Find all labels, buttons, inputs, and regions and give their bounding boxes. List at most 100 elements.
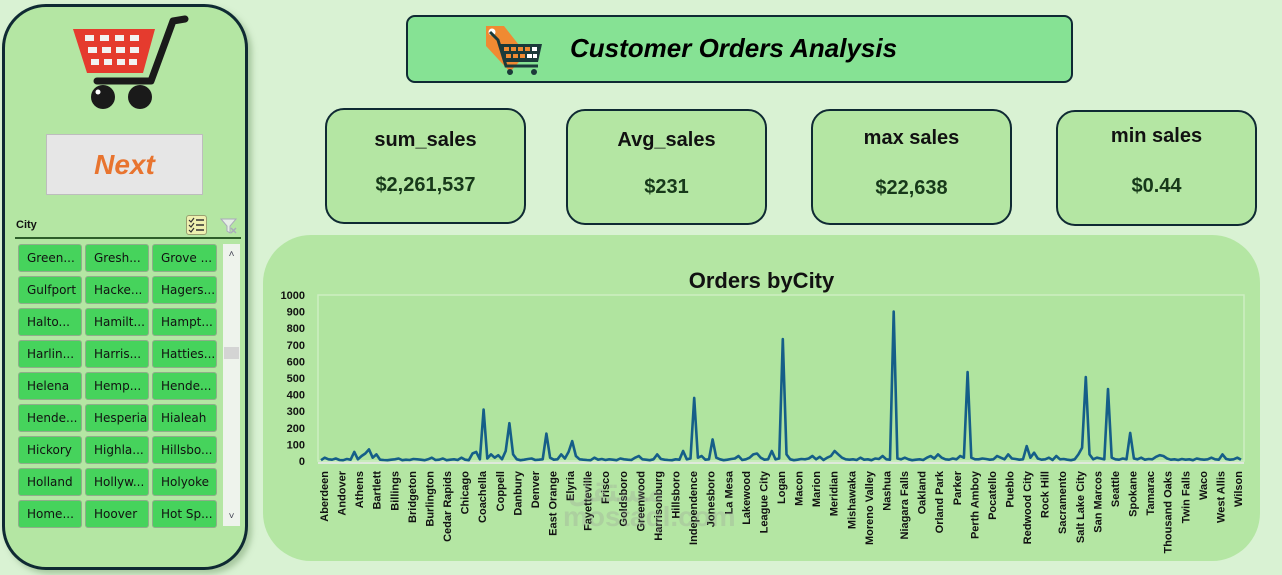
- svg-text:Frisco: Frisco: [600, 471, 612, 504]
- slicer-item[interactable]: Hagers...: [152, 276, 217, 304]
- svg-text:Pocatello: Pocatello: [987, 471, 999, 520]
- clear-filter-icon[interactable]: [219, 217, 238, 235]
- svg-text:Spokane: Spokane: [1128, 471, 1140, 517]
- slicer-item[interactable]: Hampt...: [152, 308, 217, 336]
- svg-text:800: 800: [287, 323, 305, 335]
- svg-text:Rock Hill: Rock Hill: [1040, 471, 1052, 518]
- svg-text:Coachella: Coachella: [477, 470, 489, 523]
- kpi-label: sum_sales: [374, 129, 477, 151]
- slicer-item[interactable]: Grove ...: [152, 244, 217, 272]
- slicer-item[interactable]: Hatties...: [152, 340, 217, 368]
- slicer-item[interactable]: Highla...: [85, 436, 149, 464]
- slicer-grid: Green... Gresh... Grove ... Gulfport Hac…: [18, 244, 218, 528]
- svg-text:Goldsboro: Goldsboro: [618, 471, 630, 527]
- svg-text:Aberdeen: Aberdeen: [319, 471, 331, 522]
- slicer-item[interactable]: Hickory: [18, 436, 82, 464]
- city-slicer: City Green... Gresh... Grove ... Gulfpor…: [15, 214, 241, 528]
- svg-text:Pueblo: Pueblo: [1005, 471, 1017, 508]
- svg-text:400: 400: [287, 390, 305, 402]
- svg-text:Cedar Rapids: Cedar Rapids: [442, 471, 454, 542]
- svg-text:Parker: Parker: [952, 470, 964, 505]
- svg-text:200: 200: [287, 423, 305, 435]
- slicer-item[interactable]: Hende...: [152, 372, 217, 400]
- chevron-up-icon[interactable]: ˄: [228, 248, 235, 260]
- svg-text:Mishawaka: Mishawaka: [846, 470, 858, 529]
- svg-text:Hillsboro: Hillsboro: [671, 471, 683, 519]
- svg-text:Burlington: Burlington: [424, 471, 436, 527]
- slicer-item[interactable]: Holyoke: [152, 468, 217, 496]
- svg-text:Orland Park: Orland Park: [934, 470, 946, 533]
- svg-text:Tamarac: Tamarac: [1145, 471, 1157, 515]
- svg-text:San Marcos: San Marcos: [1092, 471, 1104, 533]
- slicer-item[interactable]: Hillsbo...: [152, 436, 217, 464]
- svg-text:League City: League City: [758, 470, 770, 533]
- svg-text:1000: 1000: [281, 290, 305, 302]
- kpi-value: $231: [644, 176, 689, 198]
- page-title: Customer Orders Analysis: [570, 33, 898, 63]
- svg-text:East Orange: East Orange: [548, 471, 560, 536]
- slicer-header: City: [15, 214, 241, 239]
- chart-title: Orders byCity: [688, 268, 835, 293]
- svg-text:Bridgeton: Bridgeton: [407, 471, 419, 523]
- slicer-item[interactable]: Hot Sp...: [152, 500, 217, 528]
- slicer-item[interactable]: Home...: [18, 500, 82, 528]
- slicer-item[interactable]: Harlin...: [18, 340, 82, 368]
- slicer-item[interactable]: Hoover: [85, 500, 149, 528]
- svg-text:Athens: Athens: [354, 471, 366, 508]
- slicer-item[interactable]: Helena: [18, 372, 82, 400]
- svg-text:Elyria: Elyria: [565, 470, 577, 501]
- multi-select-icon[interactable]: [186, 215, 207, 235]
- slicer-item[interactable]: Holland: [18, 468, 82, 496]
- kpi-card-max-sales: max sales $22,638: [811, 109, 1012, 225]
- svg-text:Independence: Independence: [688, 471, 700, 545]
- next-button[interactable]: Next: [46, 134, 203, 195]
- svg-text:Seattle: Seattle: [1110, 471, 1122, 507]
- svg-text:Marion: Marion: [811, 471, 823, 507]
- slicer-item[interactable]: Hesperia: [85, 404, 149, 432]
- svg-text:Danbury: Danbury: [512, 470, 524, 516]
- kpi-card-min-sales: min sales $0.44: [1056, 110, 1257, 226]
- slicer-item[interactable]: Gulfport: [18, 276, 82, 304]
- svg-text:La Mesa: La Mesa: [723, 470, 735, 514]
- kpi-value: $0.44: [1131, 175, 1182, 197]
- slicer-item[interactable]: Hollyw...: [85, 468, 149, 496]
- slicer-item[interactable]: Hemp...: [85, 372, 149, 400]
- slicer-item[interactable]: Gresh...: [85, 244, 149, 272]
- side-panel: Next City Green... Gresh... Grove ..: [2, 4, 248, 570]
- svg-text:900: 900: [287, 307, 305, 319]
- shopping-cart-icon: [73, 15, 189, 109]
- watermark-text: mostaql.com: [563, 501, 736, 532]
- svg-text:Sacramento: Sacramento: [1057, 471, 1069, 534]
- chevron-down-icon[interactable]: ˅: [228, 510, 235, 522]
- orders-by-city-line-chart: 0 100 200 300 400 500 600 700 800 900 1000 Aberdeen…: [281, 290, 1245, 554]
- kpi-card-sum-sales: sum_sales $2,261,537: [325, 108, 526, 224]
- svg-text:300: 300: [287, 406, 305, 418]
- slicer-item[interactable]: Halto...: [18, 308, 82, 336]
- svg-text:Denver: Denver: [530, 470, 542, 508]
- svg-text:Perth Amboy: Perth Amboy: [969, 470, 981, 539]
- kpi-value: $22,638: [875, 177, 948, 199]
- svg-text:Logan: Logan: [776, 471, 788, 504]
- slicer-item[interactable]: Hende...: [18, 404, 82, 432]
- slicer-item[interactable]: Hacke...: [85, 276, 149, 304]
- svg-text:Greenwood: Greenwood: [635, 471, 647, 532]
- kpi-value: $2,261,537: [375, 174, 476, 196]
- slicer-body: Green... Gresh... Grove ... Gulfport Hac…: [15, 244, 241, 528]
- slicer-item[interactable]: Green...: [18, 244, 82, 272]
- svg-text:West Allis: West Allis: [1215, 471, 1227, 523]
- kpi-label: Avg_sales: [617, 129, 716, 151]
- slicer-scrollbar[interactable]: ˄ ˅: [223, 244, 240, 526]
- svg-text:600: 600: [287, 356, 305, 368]
- scroll-thumb[interactable]: [224, 347, 239, 359]
- svg-text:Moreno Valley: Moreno Valley: [864, 470, 876, 545]
- svg-text:Billings: Billings: [389, 471, 401, 511]
- slicer-item[interactable]: Harris...: [85, 340, 149, 368]
- svg-text:Bartlett: Bartlett: [372, 471, 384, 510]
- svg-text:Oakland: Oakland: [917, 471, 929, 514]
- svg-text:Meridian: Meridian: [829, 471, 841, 517]
- svg-text:Harrisonburg: Harrisonburg: [653, 471, 665, 541]
- slicer-item[interactable]: Hialeah: [152, 404, 217, 432]
- slicer-item[interactable]: Hamilt...: [85, 308, 149, 336]
- svg-text:100: 100: [287, 439, 305, 451]
- svg-text:Fayetteville: Fayetteville: [583, 471, 595, 531]
